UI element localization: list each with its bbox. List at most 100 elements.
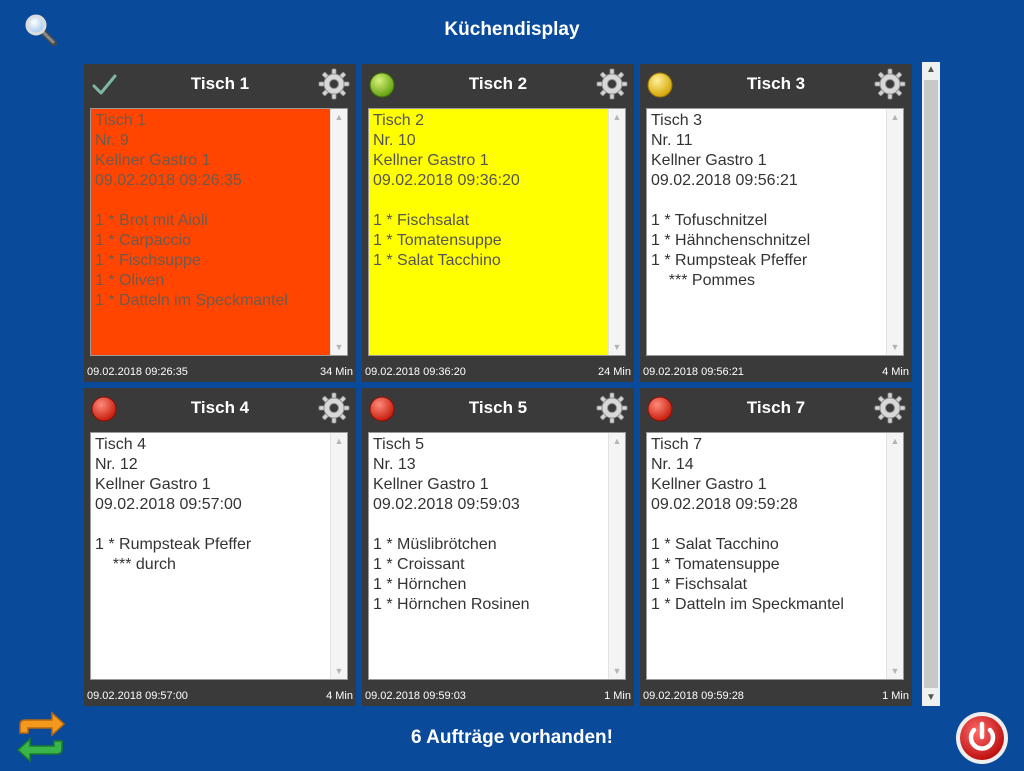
checkmark-icon[interactable] [91, 72, 117, 98]
scroll-thumb[interactable] [924, 80, 938, 688]
scroll-down-arrow[interactable]: ▼ [334, 342, 344, 352]
search-button[interactable] [24, 13, 58, 47]
order-card[interactable]: Tisch 4 Tisch 4 Nr. 12 Kellner Gastro 1 09.0… [84, 388, 356, 706]
order-line: Tisch 2 [373, 112, 424, 129]
scroll-up-arrow[interactable]: ▲ [890, 112, 900, 122]
red-dot-icon[interactable] [91, 396, 117, 422]
order-card-header: Tisch 2 [362, 64, 634, 106]
order-line: Tisch 4 [95, 436, 146, 453]
scroll-down-arrow[interactable]: ▼ [890, 342, 900, 352]
order-line: Nr. 14 [651, 456, 694, 473]
order-line: Kellner Gastro 1 [373, 476, 489, 493]
gear-icon [318, 68, 350, 104]
order-time: 09.02.2018 09:59:03 [365, 690, 466, 702]
red-dot-icon[interactable] [369, 396, 395, 422]
order-line [651, 515, 883, 535]
order-line: 1 * Datteln im Speckmantel [95, 292, 288, 309]
scroll-down-arrow[interactable]: ▼ [334, 666, 344, 676]
order-details-box[interactable]: Tisch 5 Nr. 13 Kellner Gastro 1 09.02.2018 … [368, 432, 626, 680]
order-details-box[interactable]: Tisch 3 Nr. 11 Kellner Gastro 1 09.02.2018 … [646, 108, 904, 356]
order-line: Nr. 11 [651, 132, 693, 149]
order-card-header: Tisch 3 [640, 64, 912, 106]
orders-count-status: 6 Aufträge vorhanden! [411, 727, 613, 748]
order-details-scrollbar[interactable]: ▲ ▼ [886, 433, 903, 679]
order-details-text: Tisch 5 Nr. 13 Kellner Gastro 1 09.02.2018 … [373, 435, 605, 615]
order-details-scrollbar[interactable]: ▲ ▼ [330, 109, 347, 355]
gear-icon [596, 68, 628, 104]
order-line: 09.02.2018 09:59:28 [651, 496, 798, 513]
scroll-down-arrow[interactable]: ▼ [890, 666, 900, 676]
order-line: *** durch [95, 556, 176, 573]
order-line: Kellner Gastro 1 [651, 152, 767, 169]
red-dot-icon[interactable] [647, 396, 673, 422]
power-icon [956, 712, 1008, 764]
order-details-scrollbar[interactable]: ▲ ▼ [330, 433, 347, 679]
scroll-up-arrow[interactable]: ▲ [890, 436, 900, 446]
scroll-down-arrow[interactable]: ▼ [926, 692, 936, 703]
order-settings-button[interactable] [318, 68, 350, 100]
order-settings-button[interactable] [318, 392, 350, 424]
order-card[interactable]: Tisch 1 Tisch 1 Nr. 9 Kellner Gastro 1 09.02… [84, 64, 356, 382]
gear-icon [596, 392, 628, 428]
search-icon [25, 14, 57, 46]
order-elapsed: 4 Min [882, 366, 909, 378]
gear-icon [874, 392, 906, 428]
order-line: 09.02.2018 09:56:21 [651, 172, 798, 189]
scroll-up-arrow[interactable]: ▲ [334, 436, 344, 446]
scroll-down-arrow[interactable]: ▼ [612, 666, 622, 676]
order-line: 09.02.2018 09:59:03 [373, 496, 520, 513]
order-line: 1 * Hörnchen [373, 576, 467, 593]
order-line: 1 * Hähnchenschnitzel [651, 232, 811, 249]
order-table-title: Tisch 3 [746, 74, 806, 93]
order-line: 1 * Rumpsteak Pfeffer [95, 536, 252, 553]
order-card[interactable]: Tisch 3 Tisch 3 Nr. 11 Kellner Gastro 1 09.0… [640, 64, 912, 382]
order-elapsed: 1 Min [882, 690, 909, 702]
order-line: Kellner Gastro 1 [95, 152, 211, 169]
order-elapsed: 4 Min [326, 690, 353, 702]
order-time: 09.02.2018 09:56:21 [643, 366, 744, 378]
scroll-down-arrow[interactable]: ▼ [612, 342, 622, 352]
order-line [373, 515, 605, 535]
order-line: 1 * Tomatensuppe [651, 556, 780, 573]
order-details-scrollbar[interactable]: ▲ ▼ [608, 109, 625, 355]
scroll-up-arrow[interactable]: ▲ [612, 112, 622, 122]
order-card-header: Tisch 1 [84, 64, 356, 106]
order-details-box[interactable]: Tisch 1 Nr. 9 Kellner Gastro 1 09.02.2018 0… [90, 108, 348, 356]
scroll-up-arrow[interactable]: ▲ [926, 64, 936, 75]
order-card[interactable]: Tisch 2 Tisch 2 Nr. 10 Kellner Gastro 1 09.0… [362, 64, 634, 382]
order-settings-button[interactable] [596, 392, 628, 424]
order-time: 09.02.2018 09:57:00 [87, 690, 188, 702]
order-details-scrollbar[interactable]: ▲ ▼ [608, 433, 625, 679]
gear-icon [318, 392, 350, 428]
order-line: Tisch 3 [651, 112, 702, 129]
orders-board: Tisch 1 Tisch 1 Nr. 9 Kellner Gastro 1 09.02… [84, 64, 914, 706]
order-settings-button[interactable] [596, 68, 628, 100]
order-line: Kellner Gastro 1 [95, 476, 211, 493]
order-settings-button[interactable] [874, 392, 906, 424]
order-time: 09.02.2018 09:26:35 [87, 366, 188, 378]
power-button[interactable] [954, 710, 1010, 766]
order-settings-button[interactable] [874, 68, 906, 100]
order-line: 1 * Tomatensuppe [373, 232, 502, 249]
scroll-up-arrow[interactable]: ▲ [612, 436, 622, 446]
order-details-box[interactable]: Tisch 2 Nr. 10 Kellner Gastro 1 09.02.2018 … [368, 108, 626, 356]
order-line: 1 * Brot mit Aioli [95, 212, 208, 229]
refresh-button[interactable] [14, 711, 68, 763]
order-line: Nr. 13 [373, 456, 416, 473]
order-line: 1 * Oliven [95, 272, 165, 289]
green-dot-icon[interactable] [369, 72, 395, 98]
order-card[interactable]: Tisch 5 Tisch 5 Nr. 13 Kellner Gastro 1 09.0… [362, 388, 634, 706]
order-details-box[interactable]: Tisch 7 Nr. 14 Kellner Gastro 1 09.02.2018 … [646, 432, 904, 680]
yellow-dot-icon[interactable] [647, 72, 673, 98]
order-line: Nr. 9 [95, 132, 129, 149]
order-details-box[interactable]: Tisch 4 Nr. 12 Kellner Gastro 1 09.02.2018 … [90, 432, 348, 680]
order-card[interactable]: Tisch 7 Tisch 7 Nr. 14 Kellner Gastro 1 09.0… [640, 388, 912, 706]
order-card-header: Tisch 4 [84, 388, 356, 430]
orders-scrollbar[interactable]: ▲ ▼ [922, 62, 940, 706]
scroll-up-arrow[interactable]: ▲ [334, 112, 344, 122]
order-line: Kellner Gastro 1 [373, 152, 489, 169]
order-line: 09.02.2018 09:26:35 [95, 172, 242, 189]
order-line: Nr. 10 [373, 132, 416, 149]
order-table-title: Tisch 1 [190, 74, 250, 93]
order-details-scrollbar[interactable]: ▲ ▼ [886, 109, 903, 355]
